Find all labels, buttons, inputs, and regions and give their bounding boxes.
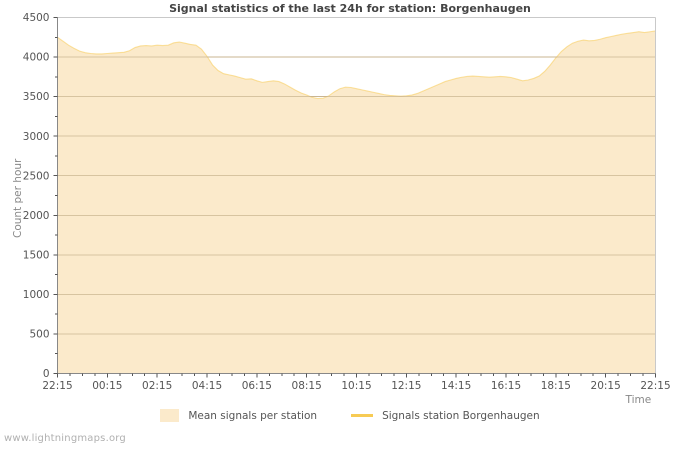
y-axis-label: Count per hour [12,158,24,238]
svg-text:1000: 1000 [23,289,50,301]
svg-text:14:15: 14:15 [441,380,471,392]
svg-text:3000: 3000 [23,131,50,143]
svg-text:2500: 2500 [23,170,50,182]
plot-area: 0 500 1000 1500 2000 2500 3000 3500 4000 4500 22:1… [23,12,671,392]
svg-text:3500: 3500 [23,91,50,103]
svg-text:22:15: 22:15 [42,380,72,392]
legend-label-station-signals: Signals station Borgenhaugen [382,409,540,422]
watermark: www.lightningmaps.org [4,433,126,444]
svg-text:18:15: 18:15 [541,380,571,392]
chart-title: Signal statistics of the last 24h for st… [169,2,531,15]
svg-text:12:15: 12:15 [391,380,421,392]
svg-text:04:15: 04:15 [192,380,222,392]
svg-text:00:15: 00:15 [92,380,122,392]
svg-text:10:15: 10:15 [341,380,371,392]
chart-legend: Mean signals per station Signals station… [0,409,700,422]
legend-item-mean-signals: Mean signals per station [160,409,317,422]
legend-label-mean-signals: Mean signals per station [188,409,318,422]
svg-text:0: 0 [43,368,50,380]
svg-text:16:15: 16:15 [491,380,521,392]
svg-text:06:15: 06:15 [242,380,272,392]
x-axis-label: Time [625,393,652,406]
svg-text:08:15: 08:15 [292,380,322,392]
svg-text:4000: 4000 [23,52,50,64]
legend-area-swatch-icon [160,409,180,422]
svg-text:2000: 2000 [23,210,50,222]
svg-text:20:15: 20:15 [591,380,621,392]
svg-text:1500: 1500 [23,249,50,261]
legend-line-swatch-icon [351,414,374,417]
svg-text:500: 500 [29,329,49,341]
svg-text:22:15: 22:15 [640,380,670,392]
svg-text:02:15: 02:15 [142,380,172,392]
legend-item-station-signals: Signals station Borgenhaugen [351,410,540,422]
svg-text:4500: 4500 [23,12,50,24]
